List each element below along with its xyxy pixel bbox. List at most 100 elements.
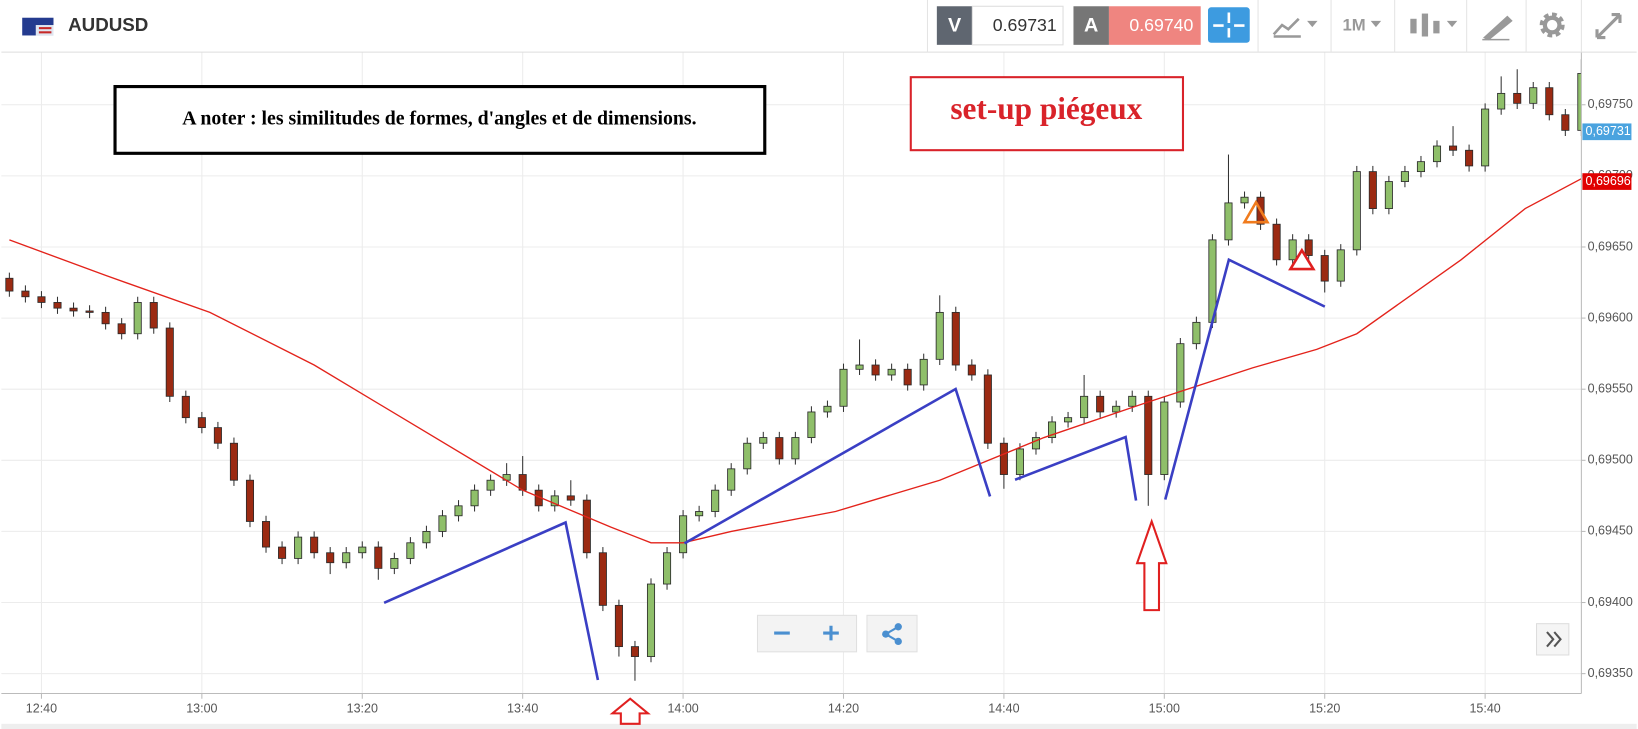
fullscreen-icon[interactable] [1595,13,1622,40]
candle [775,431,784,465]
candle [1144,390,1153,506]
candle [967,359,976,381]
candle-body [1513,92,1522,104]
candle-body [1432,145,1442,163]
candle-body [470,489,479,507]
candle-body [37,296,46,303]
chart-type-icon[interactable] [1272,17,1301,38]
setup-text: set-up piégeux [950,91,1142,126]
candle [1015,443,1024,481]
candle [326,547,335,575]
bottom-strip [1,723,1637,729]
candle [1031,431,1041,455]
price-marker [1582,173,1632,190]
candle [759,431,768,449]
ask-button[interactable] [1073,6,1109,45]
candle-body [1128,395,1137,407]
x-tick-label: 13:40 [507,701,538,715]
candle [5,272,14,297]
settings-icon [1542,15,1562,35]
candle-body [1240,196,1249,204]
x-tick-label: 13:20 [347,701,378,715]
candle-body [181,395,190,419]
draw-icon[interactable] [1482,15,1513,41]
bid-button[interactable] [936,6,973,45]
candle-body [1320,255,1329,282]
y-tick-label: 0,69550 [1588,381,1633,395]
dropdown-caret [1446,20,1458,28]
candle [1224,154,1233,246]
candle-body [342,552,351,564]
candle-icon[interactable] [1410,13,1440,37]
candle-body [326,552,335,564]
candle [1465,144,1474,172]
candle [1096,390,1105,418]
candle-body [149,302,158,329]
candle [1400,165,1409,188]
x-tick-label: 14:00 [667,701,698,715]
candle-body [566,495,575,501]
candle [1304,234,1313,262]
candle-body [197,417,206,429]
y-tick-label: 0,69650 [1588,239,1633,253]
candle-body [229,442,238,481]
candle [871,359,880,381]
candle [69,302,78,317]
moving-average [9,178,1582,544]
share-button[interactable] [882,623,902,646]
candle-body [695,511,704,517]
candle [197,411,206,434]
candle-body [630,646,639,657]
price-marker [1582,123,1632,141]
candle [1176,338,1185,408]
candle [261,515,271,553]
candle-body [1160,401,1169,475]
candle [1432,140,1442,168]
x-tick-label: 14:40 [988,701,1019,715]
symbol: AUDUSD [68,14,148,35]
candle-body [1080,395,1089,419]
crosshair-icon [1213,12,1245,38]
crosshair-button[interactable] [1208,7,1250,43]
candle-body [598,552,607,606]
candle-body [839,368,848,407]
candle [470,484,479,512]
dropdown-caret [1370,20,1382,28]
candle-body [983,374,992,444]
candle-body [646,583,656,657]
zoom-in-button[interactable] [823,625,839,641]
candle [149,296,158,334]
ask-price-box[interactable] [1108,6,1201,45]
candle [181,390,190,424]
candle-body [374,546,383,569]
x-tick-label: 15:20 [1309,701,1340,715]
timeframe[interactable]: 1M [1343,15,1366,34]
candle-body [887,368,896,376]
scroll-icon [1546,631,1562,648]
candle-body [486,479,495,491]
candle [566,480,575,506]
candle-body [1497,92,1506,110]
candle-body [759,437,768,444]
candle [855,339,864,375]
candle [1112,400,1121,418]
trend-line [383,520,600,681]
plot-area [5,59,1582,681]
ask-label: A [1084,14,1098,36]
candle [422,525,431,549]
candle [342,547,351,569]
bid-price-box[interactable] [971,5,1064,46]
candle [37,291,46,309]
candle-body [406,542,415,559]
candle [1481,103,1490,172]
y-tick-label: 0,69350 [1588,666,1633,680]
x-tick-label: 15:40 [1469,701,1500,715]
candle [245,474,255,528]
candle [919,353,928,391]
candle-body [614,604,623,648]
candle [711,484,720,518]
candle [935,295,944,366]
candle [1529,82,1538,110]
candle [1160,396,1169,481]
